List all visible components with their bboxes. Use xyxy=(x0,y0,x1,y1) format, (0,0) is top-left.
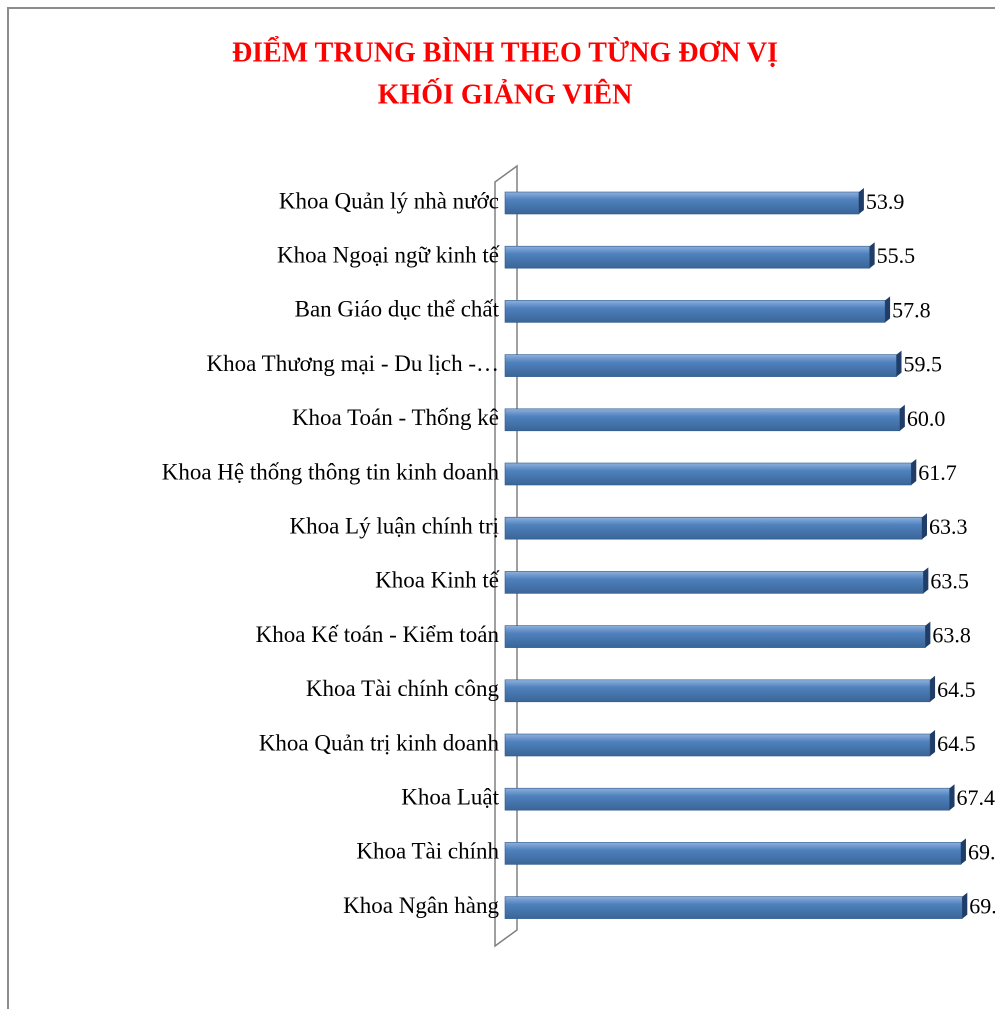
data-label: 63.8 xyxy=(932,623,971,648)
bar xyxy=(504,408,901,432)
y-tick-label: Khoa Kế toán - Kiểm toán xyxy=(256,622,500,647)
bar xyxy=(504,191,860,215)
bar xyxy=(504,354,897,377)
bar-end xyxy=(962,892,968,919)
chart-title: ĐIỂM TRUNG BÌNH THEO TỪNG ĐƠN VỊ xyxy=(232,36,778,68)
y-tick-label: Khoa Ngân hàng xyxy=(343,893,499,918)
y-tick-label: Khoa Lý luận chính trị xyxy=(289,513,499,538)
bar-end xyxy=(911,459,917,485)
bar-end xyxy=(922,513,928,540)
data-label: 53.9 xyxy=(866,189,905,214)
bar-end xyxy=(925,621,931,648)
data-label: 59.5 xyxy=(904,352,943,377)
bar xyxy=(504,625,926,648)
bar-end xyxy=(899,404,905,431)
data-label: 63.3 xyxy=(929,514,968,539)
bar xyxy=(504,787,950,811)
bar-end xyxy=(930,730,936,756)
bar xyxy=(504,571,924,594)
data-label: 67.4 xyxy=(957,785,995,810)
chart-border xyxy=(7,7,995,1009)
y-tick-label: Khoa Thương mại - Du lịch -… xyxy=(207,351,500,376)
y-tick-label: Khoa Tài chính xyxy=(356,839,499,864)
bar xyxy=(504,896,963,919)
bar xyxy=(504,462,912,486)
bar xyxy=(504,679,931,703)
data-label: 69.1 xyxy=(968,839,995,864)
y-tick-label: Ban Giáo dục thể chất xyxy=(295,297,500,322)
bar xyxy=(504,733,931,757)
bar-end xyxy=(930,675,936,702)
data-label: 63.5 xyxy=(930,568,969,593)
y-tick-label: Khoa Tài chính công xyxy=(306,676,500,701)
bar-end xyxy=(869,242,875,269)
data-label: 64.5 xyxy=(937,731,976,756)
data-label: 64.5 xyxy=(937,677,976,702)
bar-end xyxy=(896,350,902,377)
bar-end xyxy=(885,296,891,323)
data-label: 60.0 xyxy=(907,406,946,431)
y-tick-label: Khoa Luật xyxy=(401,784,499,809)
y-tick-label: Khoa Quản trị kinh doanh xyxy=(259,730,500,755)
chart-wall xyxy=(494,164,518,948)
y-tick-label: Khoa Hệ thống thông tin kinh doanh xyxy=(162,459,500,484)
bar xyxy=(504,516,923,540)
y-tick-label: Khoa Quản lý nhà nước xyxy=(279,188,499,213)
data-label: 57.8 xyxy=(892,297,931,322)
y-tick-label: Khoa Kinh tế xyxy=(375,568,500,593)
bar-end xyxy=(923,567,929,594)
data-label: 61.7 xyxy=(918,460,957,485)
bar xyxy=(504,842,962,865)
bar xyxy=(504,245,870,269)
bar-end xyxy=(960,838,966,865)
y-tick-label: Khoa Toán - Thống kê xyxy=(292,405,499,430)
bar-end xyxy=(858,188,864,214)
data-label: 55.5 xyxy=(877,243,916,268)
bar xyxy=(504,300,886,323)
bar-end xyxy=(949,784,955,811)
y-tick-label: Khoa Ngoại ngữ kinh tế xyxy=(277,242,500,267)
data-label: 69.3 xyxy=(969,894,995,919)
chart-title: KHỐI GIẢNG VIÊN xyxy=(378,78,633,110)
